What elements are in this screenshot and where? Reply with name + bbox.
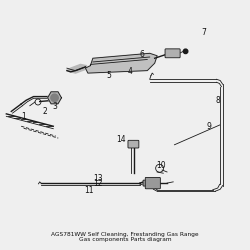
Circle shape bbox=[51, 94, 58, 102]
Circle shape bbox=[183, 49, 188, 54]
Polygon shape bbox=[48, 92, 62, 104]
Text: 7: 7 bbox=[202, 28, 206, 37]
Text: AGS781WW Self Cleaning, Frestanding Gas Range
Gas components Parts diagram: AGS781WW Self Cleaning, Frestanding Gas … bbox=[51, 232, 199, 242]
Text: 1: 1 bbox=[21, 112, 26, 121]
Text: 12: 12 bbox=[93, 178, 102, 188]
Text: 2: 2 bbox=[42, 107, 47, 116]
Text: 5: 5 bbox=[106, 71, 111, 80]
Text: 14: 14 bbox=[116, 135, 126, 144]
FancyBboxPatch shape bbox=[145, 178, 160, 189]
Polygon shape bbox=[67, 64, 87, 73]
FancyBboxPatch shape bbox=[128, 140, 139, 148]
Text: 11: 11 bbox=[84, 186, 94, 195]
Text: 3: 3 bbox=[52, 102, 57, 111]
Text: 9: 9 bbox=[206, 122, 212, 131]
Text: 8: 8 bbox=[215, 96, 220, 105]
FancyBboxPatch shape bbox=[165, 49, 180, 58]
Polygon shape bbox=[86, 53, 157, 73]
Text: 4: 4 bbox=[128, 67, 132, 76]
FancyBboxPatch shape bbox=[143, 180, 150, 186]
Text: 6: 6 bbox=[140, 50, 145, 59]
Text: 10: 10 bbox=[156, 161, 166, 170]
Text: 13: 13 bbox=[93, 174, 102, 183]
